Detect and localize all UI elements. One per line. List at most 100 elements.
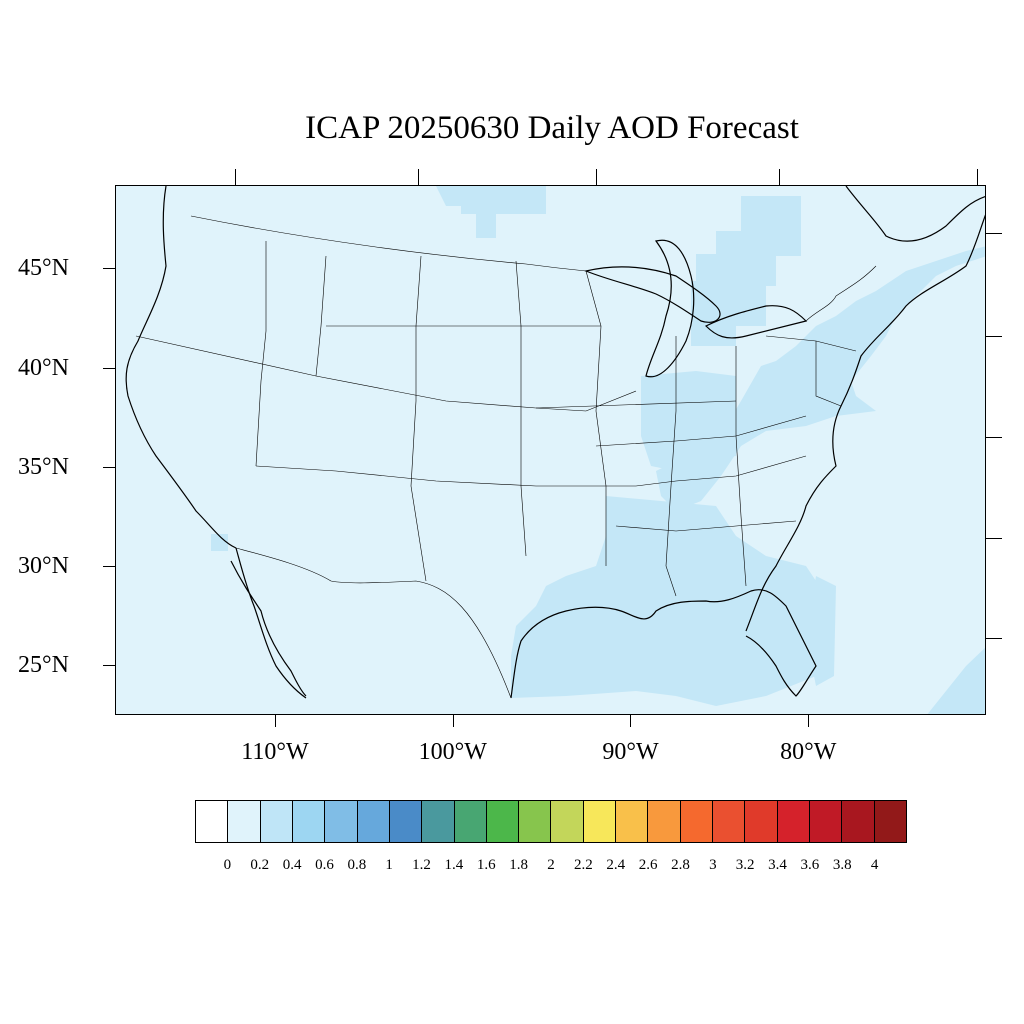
colorbar-label: 0.2 [250, 857, 270, 873]
colorbar-swatch [260, 801, 293, 842]
colorbar-label: 0.4 [282, 857, 302, 873]
longitude-tick [274, 715, 276, 727]
canada-border-east [805, 265, 877, 322]
colorbar-swatch [842, 801, 875, 842]
top-axis-tick [779, 169, 780, 185]
canada-border-west [190, 215, 587, 272]
latitude-label: 45°N [18, 255, 69, 282]
colorbar-swatch [454, 801, 487, 842]
colorbar-label: 3 [709, 857, 717, 873]
border-col-2 [315, 255, 327, 377]
lake-superior [584, 266, 721, 323]
aod-patch-north [436, 186, 546, 238]
colorbar-label: 2.8 [671, 857, 690, 873]
colorbar-swatch [713, 801, 746, 842]
aod-patch-east-coast [656, 246, 985, 511]
latitude-label: 40°N [18, 354, 69, 381]
colorbar-label: 0.6 [315, 857, 334, 873]
border-row-1c [595, 415, 807, 447]
right-axis-tick [986, 538, 1002, 539]
border-col-4 [515, 260, 527, 557]
latitude-tick [103, 466, 115, 468]
map-panel [115, 185, 986, 715]
latitude-tick [103, 566, 115, 568]
colorbar-label: 2.4 [606, 857, 626, 873]
colorbar-label: 1.4 [444, 857, 464, 873]
right-axis-tick [986, 638, 1002, 639]
colorbar-label: 3.6 [800, 857, 820, 873]
gulf-of-california [230, 560, 307, 697]
border-col-6 [665, 336, 677, 597]
colorbar-swatch [228, 801, 261, 842]
west-coast [125, 186, 237, 549]
longitude-label: 80°W [780, 739, 837, 765]
aod-colorbar [195, 800, 907, 843]
colorbar-label: 1.2 [412, 857, 431, 873]
border-col-5 [585, 270, 607, 566]
colorbar-label: 1.8 [509, 857, 528, 873]
colorbar-label: 4 [870, 857, 879, 873]
border-row-3 [615, 520, 797, 532]
longitude-tick [808, 715, 810, 727]
right-axis-tick [986, 336, 1002, 337]
colorbar-swatch [809, 801, 843, 842]
longitude-tick [630, 715, 632, 727]
aod-patch-gulf [511, 496, 816, 706]
colorbar-swatch [292, 801, 326, 842]
border-row-1 [135, 335, 637, 412]
colorbar-label: 2 [547, 857, 555, 873]
longitude-label: 110°W [241, 739, 309, 765]
latitude-tick [103, 665, 115, 667]
border-col-7 [735, 346, 747, 587]
latitude-label: 35°N [18, 453, 69, 480]
colorbar-swatch [325, 801, 358, 842]
colorbar-label: 3.4 [768, 857, 787, 873]
colorbar-swatch [616, 801, 649, 842]
mexico-border [235, 547, 512, 699]
colorbar-swatch [551, 801, 584, 842]
latitude-tick [103, 367, 115, 369]
state-borders-layer [135, 215, 877, 699]
colorbar-swatch [680, 801, 713, 842]
top-axis-tick [235, 169, 236, 185]
colorbar-label: 3.2 [735, 857, 755, 873]
aod-patch-caribbean [927, 647, 985, 714]
colorbar-swatch [486, 801, 520, 842]
colorbar-swatch [648, 801, 681, 842]
lake-michigan [645, 239, 695, 378]
border-ne-2 [815, 341, 842, 407]
colorbar-label: 0.8 [347, 857, 367, 873]
latitude-label: 25°N [18, 652, 69, 679]
latitude-tick [103, 268, 115, 270]
colorbar-swatch [422, 801, 455, 842]
right-axis-tick [986, 233, 1002, 234]
colorbar-label: 2.2 [573, 857, 593, 873]
colorbar-swatch [874, 801, 906, 842]
aod-patch-ohio-valley [641, 371, 736, 471]
colorbar-label: 0 [223, 857, 232, 873]
colorbar-label: 3.8 [832, 857, 852, 873]
colorbar-swatch [196, 801, 229, 842]
top-axis-tick [596, 169, 597, 185]
latitude-label: 30°N [18, 553, 69, 580]
border-col-3 [410, 255, 427, 582]
colorbar-swatch [777, 801, 810, 842]
aod-patch-southwest [211, 534, 228, 551]
colorbar-swatch [389, 801, 423, 842]
colorbar-label: 2.6 [638, 857, 658, 873]
colorbar-label: 1 [385, 857, 393, 873]
colorbar-swatch [357, 801, 390, 842]
colorbar-swatch [519, 801, 552, 842]
top-axis-tick [418, 169, 419, 185]
right-axis-tick [986, 437, 1002, 438]
colorbar-swatch [745, 801, 778, 842]
colorbar-label: 1.6 [476, 857, 496, 873]
aod-map [116, 186, 985, 714]
border-col-1 [255, 241, 267, 467]
map-title: ICAP 20250630 Daily AOD Forecast [305, 110, 799, 146]
colorbar-swatch [583, 801, 617, 842]
longitude-label: 100°W [418, 739, 487, 765]
baja-coast [235, 547, 307, 699]
aod-patch-florida-straits [806, 576, 836, 686]
border-row-2 [255, 455, 807, 487]
